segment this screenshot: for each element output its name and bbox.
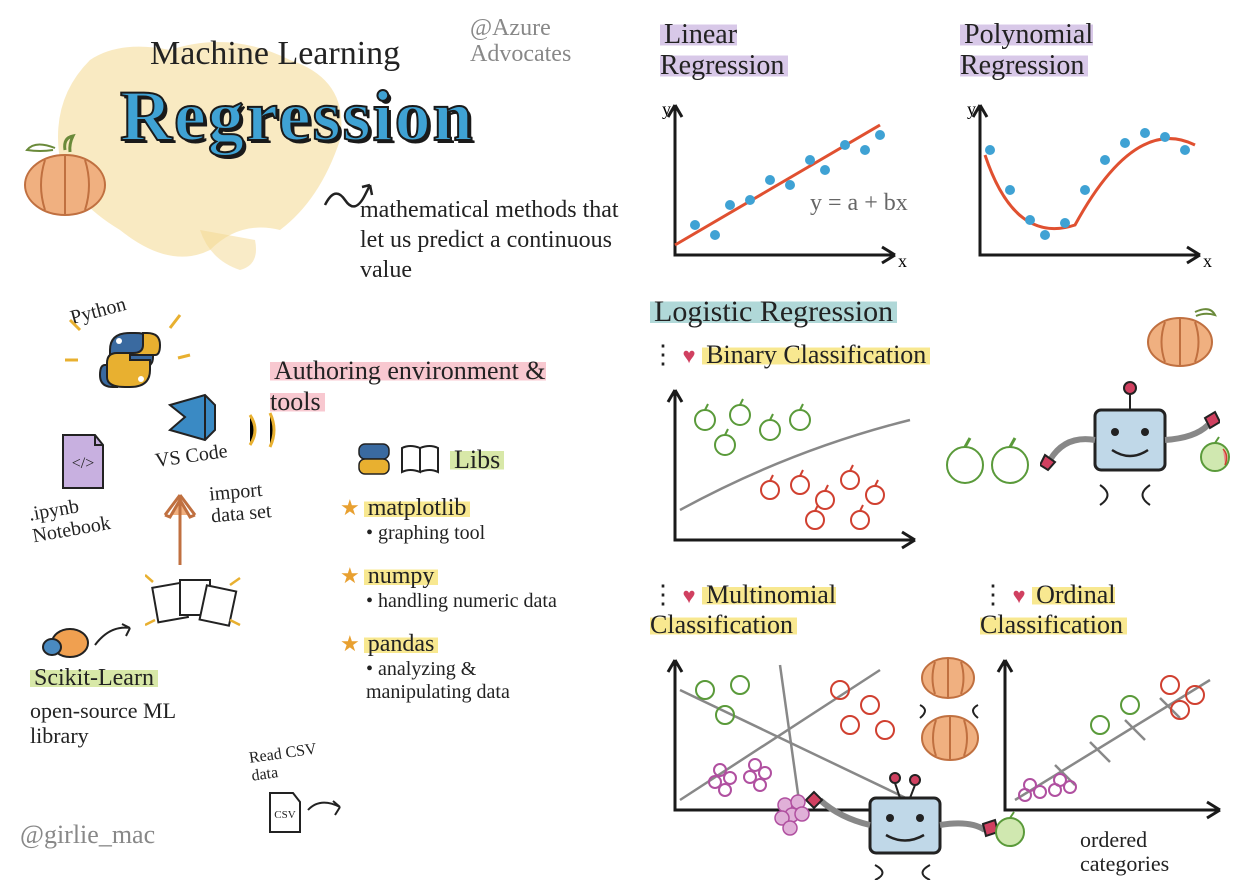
lib-item: ★ matplotlib • graphing tool: [340, 495, 620, 545]
svg-text:</>: </>: [72, 455, 95, 472]
heart-icon: ♥: [1013, 583, 1026, 608]
multi-text: Multinomial Classification: [650, 580, 836, 639]
logistic-title: Logistic Regression: [650, 295, 897, 329]
lib-desc: • analyzing & manipulating data: [366, 658, 566, 704]
svg-text:x: x: [1203, 251, 1212, 271]
csv-file-icon: CSV: [265, 790, 305, 838]
lib-desc: • handling numeric data: [366, 590, 566, 613]
binary-label: ⋮ ♥ Binary Classification: [650, 340, 930, 370]
ordinal-chart: [980, 650, 1230, 830]
poly-title-text: Polynomial Regression: [960, 19, 1093, 81]
section-authoring: Authoring environment & tools: [270, 355, 550, 417]
pumpkin-icon: [15, 130, 115, 220]
sklearn-label: Scikit-Learn: [30, 665, 158, 692]
authoring-label: Authoring environment & tools: [270, 356, 546, 416]
star-icon: ★: [340, 563, 360, 588]
svg-text:x: x: [898, 251, 907, 271]
book-icon: [398, 442, 442, 476]
datafiles-icon: [145, 570, 245, 640]
arrow-up-icon: [150, 475, 210, 575]
import-label: import data set: [208, 477, 292, 528]
grapes-robot-icon: [770, 790, 820, 840]
svg-text:y: y: [662, 99, 671, 119]
dots-icon: ⋮: [650, 580, 676, 609]
lib-name: matplotlib: [364, 495, 471, 521]
svg-text:y: y: [967, 99, 976, 119]
lib-item: ★ pandas • analyzing & manipulating data: [340, 631, 620, 704]
lib-desc-text: graphing tool: [378, 522, 485, 544]
csv-label: Read CSV data: [248, 740, 322, 785]
binary-text: Binary Classification: [702, 340, 930, 369]
lib-name: pandas: [364, 631, 439, 657]
ordinal-note: ordered categories: [1080, 828, 1230, 876]
dots-icon: ⋮: [650, 340, 676, 369]
python-small-icon: [355, 440, 393, 478]
lib-desc-text: analyzing & manipulating data: [366, 658, 510, 703]
binary-chart: [650, 380, 930, 560]
lib-item: ★ numpy • handling numeric data: [340, 563, 620, 613]
arrow-small-icon: [90, 620, 140, 650]
lib-name: numpy: [364, 563, 439, 589]
page-title: Regression: [120, 75, 475, 158]
lib-desc: • graphing tool: [366, 522, 620, 545]
poly-chart: y x: [955, 95, 1215, 275]
poly-title: Polynomial Regression: [960, 20, 1140, 82]
sklearn-name: Scikit-Learn: [30, 665, 158, 691]
linear-title-text: Linear Regression: [660, 19, 788, 81]
libs-list: ★ matplotlib • graphing tool ★ numpy • h…: [340, 495, 620, 704]
sklearn-icon: [40, 625, 90, 660]
definition-text: mathematical methods that let us predict…: [360, 195, 620, 285]
dots-icon: ⋮: [980, 580, 1006, 609]
sparkle2-icon: [240, 405, 300, 455]
notebook-label: .ipynb Notebook: [27, 487, 133, 548]
robot-icon: [1040, 370, 1220, 530]
handle-top: @Azure Advocates: [470, 15, 610, 68]
libs-text: Libs: [450, 445, 504, 474]
heart-icon: ♥: [683, 583, 696, 608]
apple-pair-icon: [940, 430, 1040, 490]
ordinal-label: ⋮ ♥ Ordinal Classification: [980, 580, 1220, 640]
pumpkin-pair-icon: [910, 650, 990, 770]
linear-chart: y x: [650, 95, 910, 275]
arrow-csv-icon: [305, 795, 350, 825]
star-icon: ★: [340, 495, 360, 520]
notebook-file-icon: </>: [55, 430, 110, 495]
star-icon: ★: [340, 631, 360, 656]
apple-robot-icon: [1195, 435, 1235, 475]
vscode-icon: [160, 390, 220, 445]
robot2-icon: [800, 770, 1000, 880]
multi-label: ⋮ ♥ Multinomial Classification: [650, 580, 910, 640]
linear-title: Linear Regression: [660, 20, 820, 82]
lib-desc-text: handling numeric data: [378, 590, 557, 612]
linear-formula: y = a + bx: [810, 190, 908, 217]
heart-icon: ♥: [683, 343, 696, 368]
svg-text:CSV: CSV: [274, 809, 295, 821]
libs-label: Libs: [450, 445, 504, 475]
sklearn-desc: open-source ML library: [30, 698, 210, 749]
overline-text: Machine Learning: [150, 35, 400, 73]
pumpkin-small-icon: [1140, 300, 1220, 370]
handle-bottom: @girlie_mac: [20, 820, 155, 850]
logistic-title-text: Logistic Regression: [650, 295, 897, 328]
